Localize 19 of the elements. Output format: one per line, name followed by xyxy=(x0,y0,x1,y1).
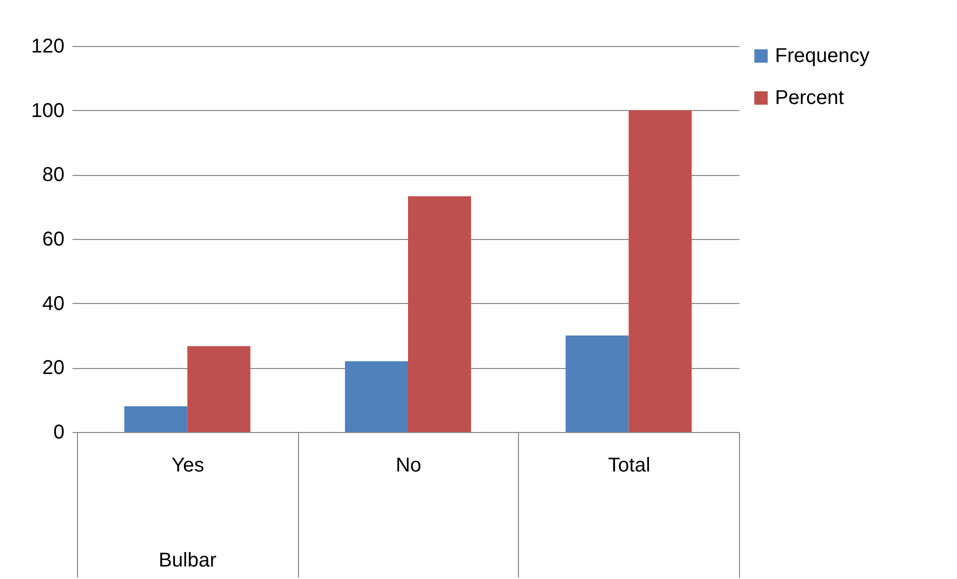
bar xyxy=(566,336,629,432)
bar xyxy=(187,346,250,432)
y-tick-label: 40 xyxy=(42,292,64,315)
bar xyxy=(408,196,472,432)
y-tick-label: 100 xyxy=(31,100,64,122)
x-axis-title: Bulbar xyxy=(158,550,217,572)
y-tick-label: 60 xyxy=(42,228,64,250)
legend-label: Percent xyxy=(775,87,844,109)
y-tick-label: 120 xyxy=(31,36,64,58)
x-tick-label: No xyxy=(396,454,422,476)
y-tick-label: 0 xyxy=(53,422,64,444)
y-tick-label: 80 xyxy=(42,164,64,186)
bar xyxy=(124,406,188,432)
x-tick-label: Total xyxy=(608,454,650,476)
legend-label: Frequency xyxy=(775,45,870,67)
bar xyxy=(344,361,408,432)
y-tick-label: 20 xyxy=(42,357,64,380)
bar xyxy=(628,110,692,432)
x-tick-label: Yes xyxy=(172,454,204,476)
